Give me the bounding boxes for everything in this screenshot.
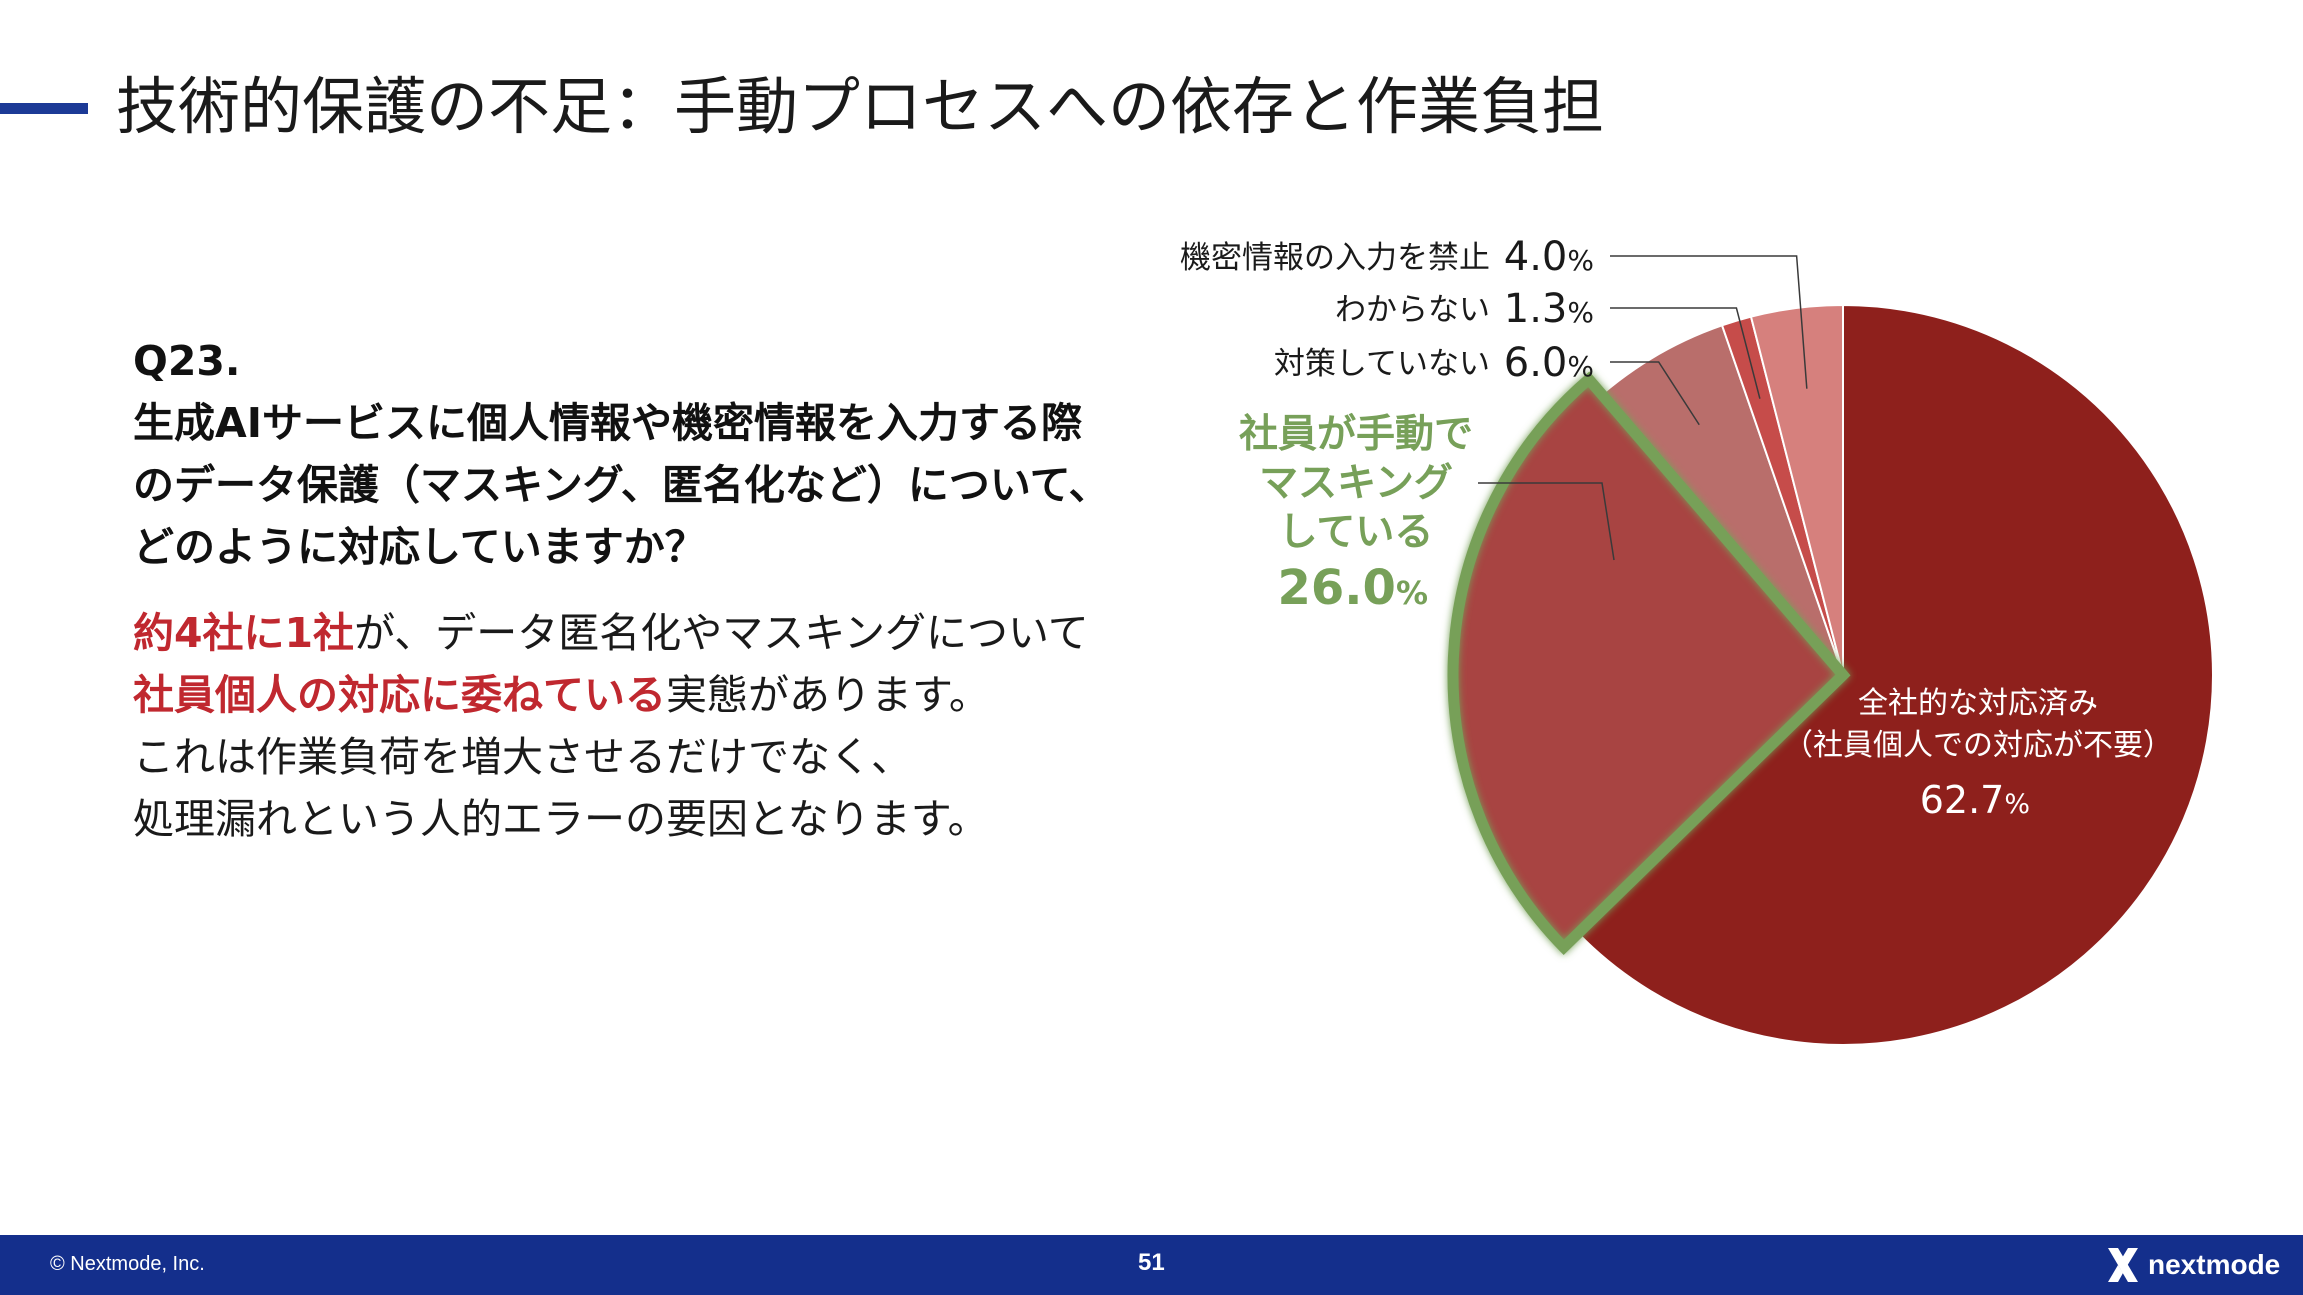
summary-line-4: 処理漏れという人的エラーの要因となります。 [133, 795, 989, 843]
footer: © Nextmode, Inc. 51 nextmode [0, 1235, 2303, 1295]
slice-label-main: 全社的な対応済み [1858, 686, 2098, 721]
callout-label-line: 社員が手動で [1239, 412, 1473, 457]
leader-line [1610, 307, 1761, 399]
callout-value: 26.0% [1278, 560, 1429, 616]
slice-sublabel-main: （社員個人での対応が不要） [1783, 728, 2173, 763]
pie-slice [1576, 303, 2214, 1046]
page-number: 51 [1138, 1249, 1165, 1276]
question-line: 生成AIサービスに個人情報や機密情報を入力する際 [133, 399, 1082, 447]
question-number: Q23. [133, 337, 241, 385]
outer-slice-label: 機密情報の入力を禁止 [1180, 240, 1490, 276]
brand-name: nextmode [2148, 1249, 2281, 1280]
pie-slice [1749, 303, 1844, 676]
leader-line [1478, 482, 1615, 561]
highlight-outline [1447, 371, 1851, 956]
pie-chart: 全社的な対応済み （社員個人での対応が不要） 62.7% 社員が手動でマスキングしてい… [1180, 234, 2214, 1046]
outer-slice-value: 1.3% [1504, 286, 1594, 332]
question-line: のデータ保護（マスキング、匿名化など）について、 [133, 461, 1110, 509]
slice-value-main: 62.7% [1920, 778, 2030, 822]
copyright: © Nextmode, Inc. [50, 1253, 205, 1275]
nextmode-logo-icon [2108, 1248, 2138, 1282]
question-line: どのように対応していますか？ [133, 523, 706, 571]
outer-slice-label: 対策していない [1274, 346, 1490, 382]
highlight-individual: 社員個人の対応に委ねている [133, 671, 666, 719]
callout-label-line: している [1279, 510, 1434, 555]
question-block: Q23. 生成AIサービスに個人情報や機密情報を入力する際 のデータ保護（マスキ… [133, 330, 1110, 578]
page-title: 技術的保護の不足：手動プロセスへの依存と作業負担 [116, 70, 1605, 143]
brand-logo: nextmode [2106, 1243, 2280, 1287]
leader-line [1610, 255, 1808, 389]
leader-line [1610, 361, 1700, 426]
summary-text-span: 実態があります。 [666, 671, 990, 719]
highlight-ratio: 約4社に1社 [133, 609, 355, 657]
summary-text: 約4社に1社が、データ匿名化やマスキングについて 社員個人の対応に委ねている実態… [133, 602, 1089, 850]
callout-label-line: マスキング [1259, 461, 1453, 506]
outer-slice-value: 6.0% [1504, 340, 1594, 386]
summary-line-1: 約4社に1社が、データ匿名化やマスキングについて [133, 602, 1089, 664]
outer-slice-label: わからない [1335, 292, 1490, 328]
outer-slice-value: 4.0% [1504, 234, 1594, 280]
summary-line-3: これは作業負荷を増大させるだけでなく、 [133, 733, 912, 781]
summary-line-2: 社員個人の対応に委ねている実態があります。 [133, 664, 1089, 726]
title-accent-bar [0, 103, 88, 114]
summary-text-span: が、データ匿名化やマスキングについて [354, 609, 1089, 657]
